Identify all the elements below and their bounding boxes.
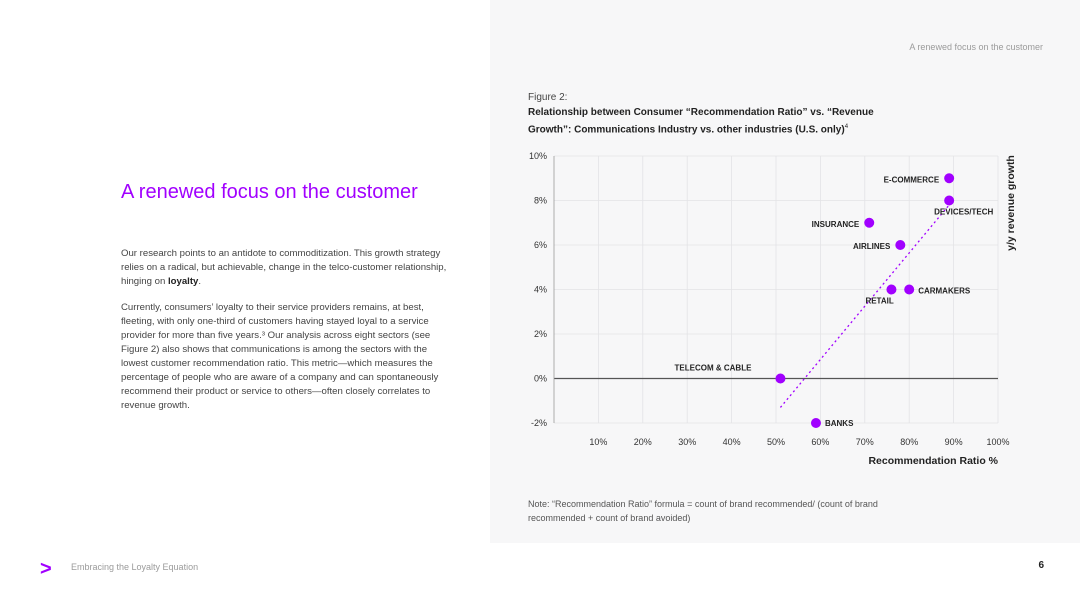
data-points: E-COMMERCE DEVICES/TECH INSURANCE AIRLINES R…	[675, 173, 994, 428]
chart-grid	[553, 155, 999, 424]
x-axis-label: Recommendation Ratio %	[868, 455, 998, 467]
section-heading: A renewed focus on the customer	[121, 181, 418, 203]
x-tick-label: 20%	[634, 437, 652, 447]
point-label-devices-tech: DEVICES/TECH	[934, 208, 993, 217]
x-tick-label: 50%	[767, 437, 785, 447]
page-number: 6	[1038, 560, 1044, 571]
point-insurance	[864, 217, 875, 228]
y-tick-label: 6%	[534, 240, 547, 250]
footer-title: Embracing the Loyalty Equation	[71, 562, 199, 572]
y-tick-label: 8%	[534, 196, 547, 206]
point-label-airlines: AIRLINES	[853, 242, 891, 251]
paragraph-2: Currently, consumers’ loyalty to their s…	[121, 302, 439, 411]
point-label-carmakers: CARMAKERS	[918, 287, 971, 296]
paragraph-1-text: Our research points to an antidote to co…	[121, 248, 447, 287]
running-header: A renewed focus on the customer	[909, 42, 1043, 52]
figure-note: Note: “Recommendation Ratio” formula = c…	[528, 499, 878, 523]
point-label-telecom-cable: TELECOM & CABLE	[675, 364, 753, 373]
point-retail	[886, 284, 897, 295]
figure-label: Figure 2:	[528, 92, 568, 103]
x-tick-label: 90%	[945, 437, 963, 447]
x-tick-label: 70%	[856, 437, 874, 447]
brand-chevron-icon: >	[40, 558, 52, 580]
x-tick-label: 60%	[811, 437, 829, 447]
loyalty-emphasis: loyalty	[167, 276, 199, 287]
point-label-retail: RETAIL	[865, 297, 893, 306]
x-tick-label: 100%	[986, 437, 1009, 447]
point-devices-tech	[944, 195, 955, 206]
trendline	[779, 204, 950, 408]
y-tick-label: -2%	[531, 418, 547, 428]
paragraph-1-end: .	[198, 276, 202, 287]
point-label-e-commerce: E-COMMERCE	[884, 175, 940, 184]
point-label-banks: BANKS	[825, 419, 854, 428]
x-tick-label: 30%	[678, 437, 696, 447]
x-tick-label: 40%	[723, 437, 741, 447]
point-airlines	[895, 240, 906, 250]
y-axis-label: y/y revenue growth	[1005, 155, 1017, 251]
figure-title-text: Relationship between Consumer “Recommend…	[528, 107, 874, 136]
point-telecom-cable	[775, 373, 786, 384]
paragraph-1: Our research points to an antidote to co…	[121, 247, 451, 289]
point-carmakers	[904, 284, 915, 295]
y-tick-label: 4%	[534, 285, 547, 295]
scatter-chart: E-COMMERCE DEVICES/TECH INSURANCE AIRLINES R…	[529, 151, 1017, 467]
figure-title-footnote: 4	[844, 124, 849, 130]
trendline-path	[779, 204, 950, 408]
figure-title: Relationship between Consumer “Recommend…	[528, 106, 908, 137]
tick-labels: 10% 20% 30% 40% 50% 60% 70% 80% 90% 100% -2% 0% 2% 4%…	[529, 151, 1010, 447]
x-tick-label: 80%	[900, 437, 918, 447]
body-text: Our research points to an antidote to co…	[121, 247, 451, 425]
x-tick-label: 10%	[589, 437, 607, 447]
figure-panel	[490, 0, 1080, 543]
y-tick-label: 2%	[534, 329, 547, 339]
y-tick-label: 0%	[534, 374, 547, 384]
y-tick-label: 10%	[529, 151, 547, 161]
point-label-insurance: INSURANCE	[812, 220, 860, 229]
point-e-commerce	[944, 173, 955, 184]
point-banks	[810, 418, 821, 428]
